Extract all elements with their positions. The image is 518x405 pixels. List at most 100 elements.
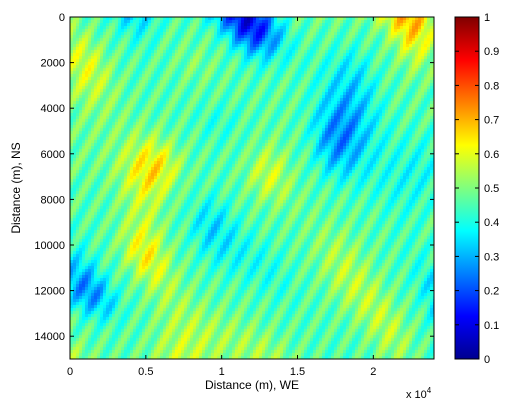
heatmap-cell-3472 bbox=[238, 101, 242, 105]
heatmap-cell-416 bbox=[220, 26, 224, 30]
heatmap-cell-2233 bbox=[181, 71, 185, 75]
heatmap-cell-1343 bbox=[73, 50, 77, 54]
heatmap-cell-3793 bbox=[103, 110, 107, 114]
heatmap-cell-4242 bbox=[352, 119, 356, 123]
heatmap-cell-4982 bbox=[376, 137, 380, 141]
heatmap-cell-3053 bbox=[79, 92, 83, 96]
heatmap-cell-3356 bbox=[256, 98, 260, 102]
heatmap-cell-1635 bbox=[217, 56, 221, 60]
heatmap-cell-4533 bbox=[127, 128, 131, 132]
heatmap-cell-1231 bbox=[103, 47, 107, 51]
heatmap-cell-4029 bbox=[79, 116, 83, 120]
heatmap-cell-3743 bbox=[319, 107, 323, 111]
heatmap-cell-2086 bbox=[106, 68, 110, 72]
heatmap-cell-1511 bbox=[211, 53, 215, 57]
heatmap-cell-591 bbox=[379, 29, 383, 33]
heatmap-cell-4676 bbox=[190, 131, 194, 135]
heatmap-cell-740 bbox=[94, 35, 98, 39]
heatmap-cell-956 bbox=[376, 38, 380, 42]
heatmap-cell-354 bbox=[400, 23, 404, 27]
heatmap-cell-4861 bbox=[379, 134, 383, 138]
heatmap-cell-4991 bbox=[403, 137, 407, 141]
heatmap-cell-4481 bbox=[337, 125, 341, 129]
heatmap-cell-1306 bbox=[328, 47, 332, 51]
heatmap-cell-2811 bbox=[85, 86, 89, 90]
heatmap-cell-1549 bbox=[325, 53, 329, 57]
heatmap-cell-850 bbox=[424, 35, 428, 39]
heatmap-cell-634 bbox=[142, 32, 146, 36]
heatmap-cell-3126 bbox=[298, 92, 302, 96]
heatmap-cell-3942 bbox=[184, 113, 188, 117]
heatmap-cell-4139 bbox=[409, 116, 413, 120]
heatmap-cell-708 bbox=[364, 32, 368, 36]
heatmap-cell-2385 bbox=[271, 74, 275, 78]
heatmap-cell-2716 bbox=[166, 83, 170, 87]
heatmap-cell-381 bbox=[115, 26, 119, 30]
heatmap-cell-2322 bbox=[82, 74, 86, 78]
heatmap-cell-3601 bbox=[259, 104, 263, 108]
heatmap-cell-3823 bbox=[193, 110, 197, 114]
heatmap-cell-4087 bbox=[253, 116, 257, 120]
heatmap-cell-960 bbox=[388, 38, 392, 42]
heatmap-cell-110 bbox=[400, 17, 404, 21]
heatmap-cell-1577 bbox=[409, 53, 413, 57]
heatmap-cell-842 bbox=[400, 35, 404, 39]
heatmap-cell-769 bbox=[181, 35, 185, 39]
heatmap-cell-4354 bbox=[322, 122, 326, 126]
heatmap-cell-3091 bbox=[193, 92, 197, 96]
heatmap-cell-4786 bbox=[154, 134, 158, 138]
heatmap-cell-4887 bbox=[91, 137, 95, 141]
heatmap-cell-4915 bbox=[175, 137, 179, 141]
heatmap-cell-2642 bbox=[310, 80, 314, 84]
heatmap-cell-643 bbox=[169, 32, 173, 36]
heatmap-cell-1869 bbox=[187, 62, 191, 66]
heatmap-cell-2898 bbox=[346, 86, 350, 90]
heatmap-cell-619 bbox=[97, 32, 101, 36]
heatmap-cell-3420 bbox=[82, 101, 86, 105]
heatmap-cell-2997 bbox=[277, 89, 281, 93]
heatmap-cell-3984 bbox=[310, 113, 314, 117]
heatmap-cell-483 bbox=[421, 26, 425, 30]
heatmap-cell-4530 bbox=[118, 128, 122, 132]
heatmap-cell-1792 bbox=[322, 59, 326, 63]
heatmap-cell-2909 bbox=[379, 86, 383, 90]
heatmap-cell-403 bbox=[181, 26, 185, 30]
heatmap-cell-3828 bbox=[208, 110, 212, 114]
heatmap-cell-4023 bbox=[427, 113, 431, 117]
heatmap-cell-4721 bbox=[325, 131, 329, 135]
heatmap-cell-1909 bbox=[307, 62, 311, 66]
heatmap-cell-606 bbox=[424, 29, 428, 33]
heatmap-cell-3748 bbox=[334, 107, 338, 111]
heatmap-cell-1230 bbox=[100, 47, 104, 51]
heatmap-cell-1382 bbox=[190, 50, 194, 54]
heatmap-cell-228 bbox=[388, 20, 392, 24]
heatmap-cell-1969 bbox=[121, 65, 125, 69]
heatmap-cell-209 bbox=[331, 20, 335, 24]
heatmap-cell-2180 bbox=[388, 68, 392, 72]
heatmap-cell-520 bbox=[166, 29, 170, 33]
heatmap-cell-997 bbox=[133, 41, 137, 45]
heatmap-cell-3684 bbox=[142, 107, 146, 111]
heatmap-cell-2060 bbox=[394, 65, 398, 69]
heatmap-cell-2693 bbox=[97, 83, 101, 87]
heatmap-cell-1586 bbox=[70, 56, 74, 60]
heatmap-cell-2791 bbox=[391, 83, 395, 87]
heatmap-cell-3355 bbox=[253, 98, 257, 102]
heatmap-cell-2068 bbox=[418, 65, 422, 69]
heatmap-cell-4755 bbox=[427, 131, 431, 135]
heatmap-cell-222 bbox=[370, 20, 374, 24]
heatmap-cell-61 bbox=[253, 17, 257, 21]
heatmap-cell-4046 bbox=[130, 116, 134, 120]
heatmap-cell-644 bbox=[172, 32, 176, 36]
heatmap-cell-3506 bbox=[340, 101, 344, 105]
heatmap-cell-1823 bbox=[415, 59, 419, 63]
heatmap-cell-1843 bbox=[109, 62, 113, 66]
heatmap-cell-2172 bbox=[364, 68, 368, 72]
heatmap-cell-2579 bbox=[121, 80, 125, 84]
heatmap-cell-3481 bbox=[265, 101, 269, 105]
heatmap-cell-4553 bbox=[187, 128, 191, 132]
heatmap-cell-4816 bbox=[244, 134, 248, 138]
heatmap-cell-204 bbox=[316, 20, 320, 24]
heatmap-cell-1157 bbox=[247, 44, 251, 48]
heatmap-cell-879 bbox=[145, 38, 149, 42]
